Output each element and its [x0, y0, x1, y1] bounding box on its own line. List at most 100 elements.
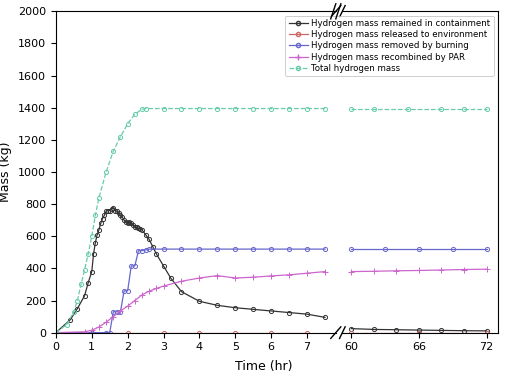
- Hydrogen mass removed by burning: [117, 310, 123, 314]
- Hydrogen mass remained in containment: [153, 252, 160, 256]
- Hydrogen mass remained in containment: [128, 221, 134, 226]
- Total hydrogen mass: [143, 106, 149, 111]
- Hydrogen mass remained in containment: [232, 305, 238, 310]
- Hydrogen mass remained in containment: [101, 213, 107, 218]
- Total hydrogen mass: [92, 213, 99, 218]
- Hydrogen mass recombined by PAR: [110, 314, 116, 319]
- Hydrogen mass remained in containment: [304, 312, 310, 316]
- Hydrogen mass remained in containment: [108, 207, 114, 211]
- Hydrogen mass recombined by PAR: [232, 276, 238, 280]
- Hydrogen mass remained in containment: [94, 232, 100, 237]
- Hydrogen mass remained in containment: [90, 252, 97, 256]
- Total hydrogen mass: [161, 106, 167, 111]
- Hydrogen mass remained in containment: [178, 290, 184, 294]
- Hydrogen mass removed by burning: [232, 247, 238, 251]
- Hydrogen mass recombined by PAR: [268, 274, 274, 278]
- Hydrogen mass removed by burning: [53, 330, 59, 335]
- Hydrogen mass recombined by PAR: [89, 328, 95, 333]
- Hydrogen mass remained in containment: [85, 280, 91, 285]
- Hydrogen mass remained in containment: [161, 264, 167, 268]
- Hydrogen mass recombined by PAR: [103, 320, 109, 324]
- Hydrogen mass remained in containment: [250, 307, 257, 311]
- Hydrogen mass removed by burning: [161, 247, 167, 251]
- Hydrogen mass released to environment: [304, 330, 310, 335]
- Hydrogen mass removed by burning: [121, 289, 127, 293]
- Hydrogen mass released to environment: [53, 330, 59, 335]
- Line: Hydrogen mass removed by burning: Hydrogen mass removed by burning: [54, 247, 327, 335]
- Hydrogen mass remained in containment: [286, 310, 292, 315]
- Hydrogen mass remained in containment: [117, 213, 123, 218]
- Hydrogen mass recombined by PAR: [146, 289, 152, 293]
- Hydrogen mass remained in containment: [82, 293, 88, 298]
- Hydrogen mass remained in containment: [107, 208, 113, 213]
- Hydrogen mass removed by burning: [214, 247, 220, 251]
- Hydrogen mass remained in containment: [322, 315, 328, 320]
- Hydrogen mass removed by burning: [89, 330, 95, 335]
- Hydrogen mass recombined by PAR: [178, 279, 184, 284]
- Hydrogen mass removed by burning: [132, 264, 138, 268]
- Total hydrogen mass: [96, 195, 102, 200]
- Hydrogen mass recombined by PAR: [197, 276, 203, 280]
- Hydrogen mass removed by burning: [135, 248, 141, 253]
- Total hydrogen mass: [178, 106, 184, 111]
- Hydrogen mass recombined by PAR: [153, 286, 160, 291]
- Total hydrogen mass: [74, 298, 80, 303]
- Total hydrogen mass: [124, 122, 131, 126]
- Line: Hydrogen mass released to environment: Hydrogen mass released to environment: [54, 330, 309, 335]
- Total hydrogen mass: [232, 106, 238, 111]
- Hydrogen mass remained in containment: [139, 228, 145, 232]
- Hydrogen mass removed by burning: [128, 264, 134, 268]
- Hydrogen mass removed by burning: [250, 247, 257, 251]
- Line: Hydrogen mass remained in containment: Hydrogen mass remained in containment: [54, 206, 327, 335]
- Total hydrogen mass: [214, 106, 220, 111]
- Total hydrogen mass: [64, 322, 70, 327]
- Hydrogen mass remained in containment: [214, 303, 220, 308]
- Hydrogen mass removed by burning: [110, 310, 116, 314]
- Hydrogen mass removed by burning: [114, 310, 120, 314]
- Hydrogen mass remained in containment: [116, 211, 122, 215]
- Text: Time (hr): Time (hr): [235, 361, 293, 373]
- Hydrogen mass remained in containment: [96, 228, 102, 232]
- Hydrogen mass removed by burning: [103, 330, 109, 335]
- Hydrogen mass recombined by PAR: [124, 304, 131, 308]
- Hydrogen mass remained in containment: [53, 330, 59, 335]
- Y-axis label: Mass (kg): Mass (kg): [0, 142, 13, 202]
- Total hydrogen mass: [78, 282, 84, 287]
- Total hydrogen mass: [132, 112, 138, 116]
- Hydrogen mass remained in containment: [92, 240, 99, 245]
- Hydrogen mass remained in containment: [168, 276, 174, 280]
- Hydrogen mass removed by burning: [139, 248, 145, 253]
- Hydrogen mass remained in containment: [268, 309, 274, 313]
- Hydrogen mass remained in containment: [123, 220, 129, 224]
- Total hydrogen mass: [53, 330, 59, 335]
- Total hydrogen mass: [117, 135, 123, 139]
- Hydrogen mass remained in containment: [135, 226, 141, 231]
- Hydrogen mass remained in containment: [110, 206, 116, 211]
- Total hydrogen mass: [139, 107, 145, 112]
- Legend: Hydrogen mass remained in containment, Hydrogen mass released to environment, Hy: Hydrogen mass remained in containment, H…: [285, 15, 494, 76]
- Hydrogen mass recombined by PAR: [96, 325, 102, 329]
- Hydrogen mass remained in containment: [124, 221, 131, 226]
- Hydrogen mass removed by burning: [124, 289, 131, 293]
- Hydrogen mass remained in containment: [67, 318, 73, 322]
- Hydrogen mass removed by burning: [304, 247, 310, 251]
- Total hydrogen mass: [82, 268, 88, 272]
- Total hydrogen mass: [322, 106, 328, 111]
- Hydrogen mass recombined by PAR: [304, 271, 310, 276]
- Total hydrogen mass: [197, 106, 203, 111]
- Hydrogen mass released to environment: [197, 330, 203, 335]
- Hydrogen mass remained in containment: [143, 232, 149, 237]
- Hydrogen mass released to environment: [161, 330, 167, 335]
- Hydrogen mass remained in containment: [105, 208, 111, 213]
- Total hydrogen mass: [71, 310, 77, 314]
- Hydrogen mass removed by burning: [286, 247, 292, 251]
- Hydrogen mass remained in containment: [134, 225, 140, 230]
- Hydrogen mass removed by burning: [146, 247, 152, 251]
- Hydrogen mass remained in containment: [100, 216, 106, 221]
- Total hydrogen mass: [85, 252, 91, 256]
- Hydrogen mass remained in containment: [114, 209, 120, 214]
- Total hydrogen mass: [268, 106, 274, 111]
- Hydrogen mass recombined by PAR: [322, 269, 328, 274]
- Hydrogen mass removed by burning: [197, 247, 203, 251]
- Hydrogen mass removed by burning: [178, 247, 184, 251]
